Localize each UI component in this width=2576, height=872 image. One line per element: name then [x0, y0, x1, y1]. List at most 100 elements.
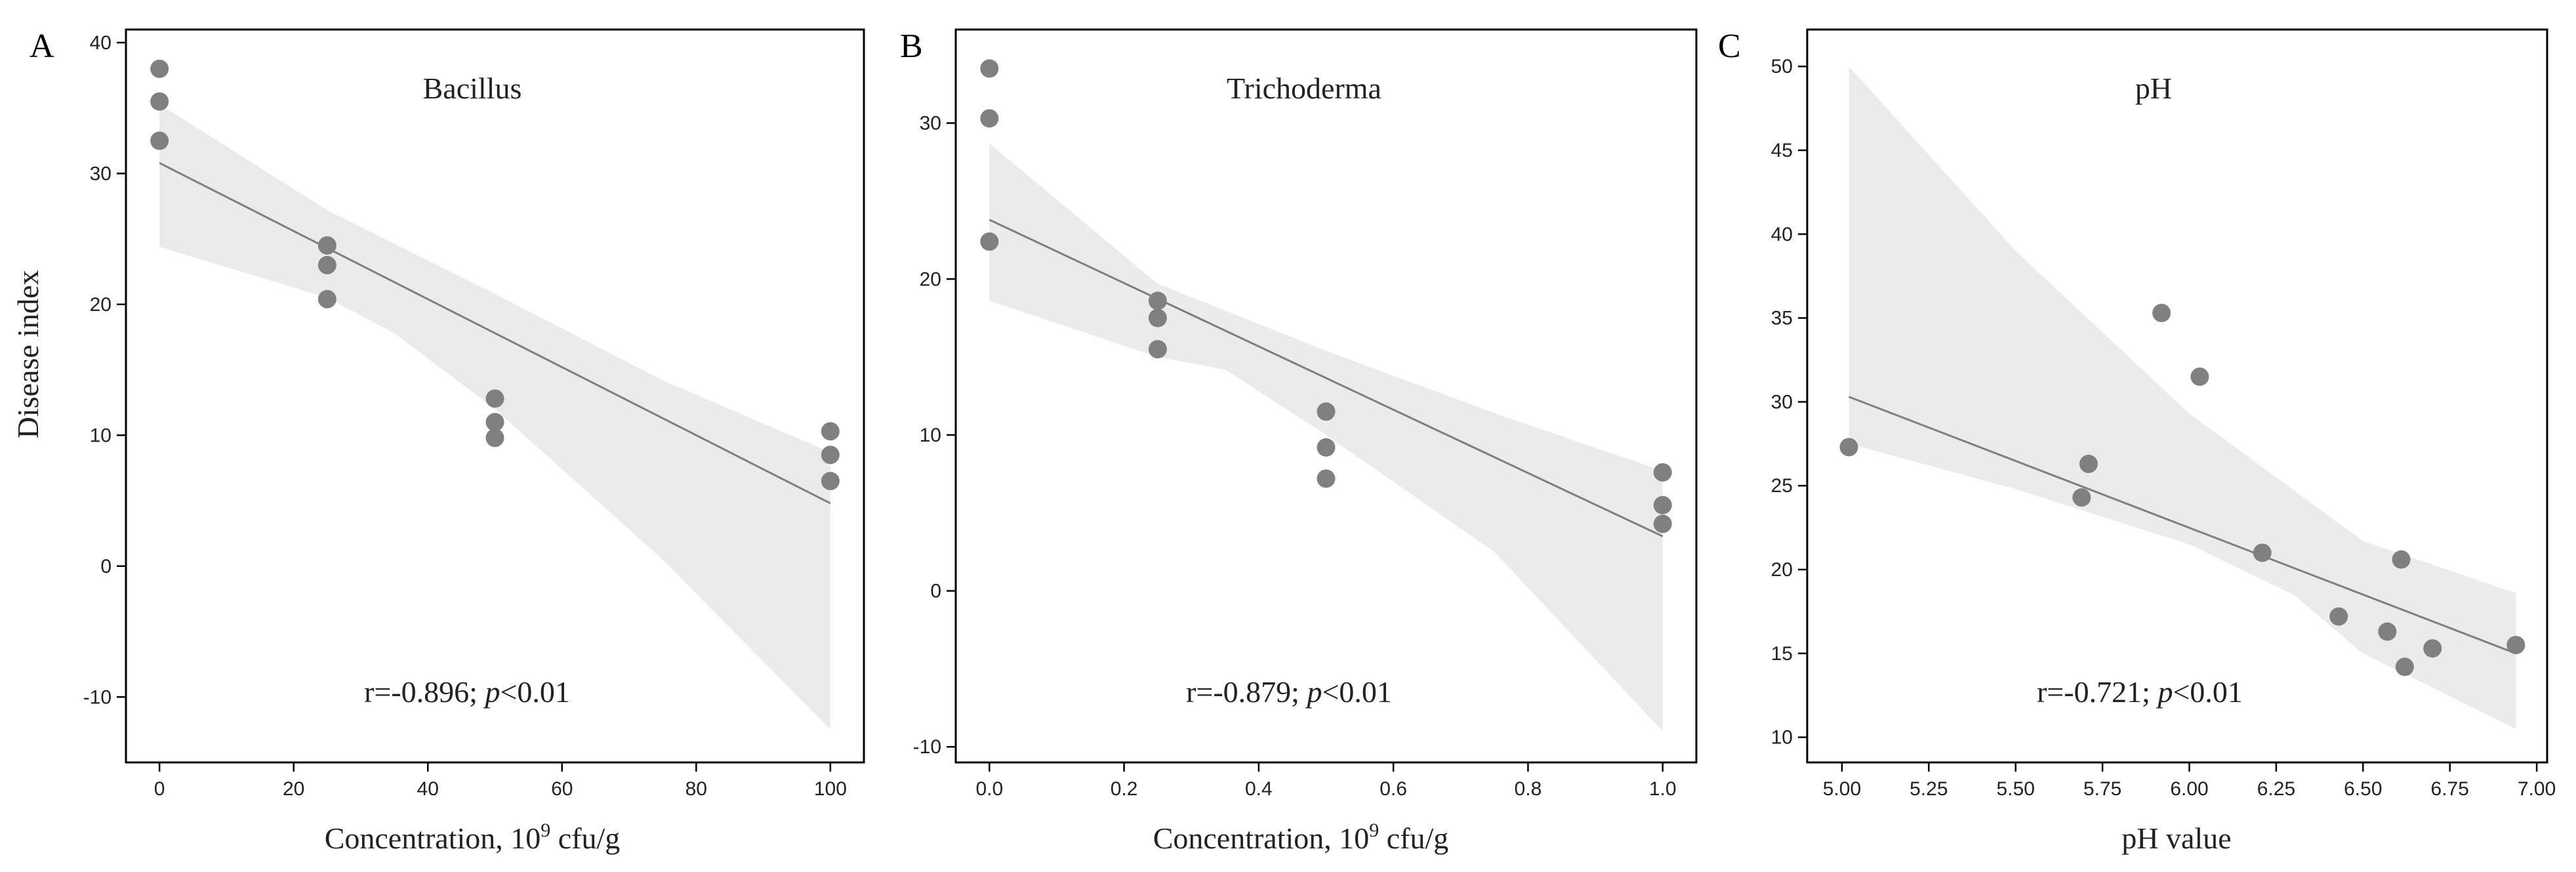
x-axis-label-b: Concentration, 109 cfu/g — [1153, 820, 1449, 855]
x-tick-label-a: 100 — [814, 778, 847, 800]
panel-letter-a: A — [30, 28, 54, 65]
data-point-a-7 — [485, 389, 504, 408]
data-point-a-9 — [485, 428, 504, 447]
x-tick-label-b: 0.6 — [1380, 778, 1407, 800]
y-tick-label-a: 0 — [100, 556, 112, 577]
y-tick-label-c: 50 — [1771, 56, 1793, 77]
panel-b: B Trichoderma r=-0.879; p<0.01 Concentra… — [900, 28, 1698, 855]
data-point-b-4 — [1148, 291, 1167, 310]
y-tick-label-c: 40 — [1771, 224, 1793, 245]
data-point-c-12 — [2506, 636, 2525, 655]
data-point-b-5 — [1148, 308, 1167, 327]
y-tick-label-b: 30 — [920, 113, 941, 135]
y-tick-label-a: 20 — [90, 294, 112, 316]
data-point-b-8 — [1317, 438, 1336, 457]
data-point-c-5 — [2190, 367, 2209, 386]
y-tick-label-a: 30 — [90, 163, 112, 184]
data-point-b-6 — [1148, 340, 1167, 359]
data-point-a-3 — [150, 131, 169, 150]
x-tick-label-c: 5.00 — [1823, 778, 1861, 800]
x-tick-label-b: 0.2 — [1111, 778, 1138, 800]
x-tick-label-a: 40 — [417, 778, 439, 800]
x-tick-label-c: 6.25 — [2257, 778, 2295, 800]
y-tick-label-b: 20 — [920, 268, 941, 290]
data-point-c-8 — [2378, 622, 2397, 641]
y-tick-label-a: 10 — [90, 425, 112, 446]
x-tick-label-b: 0.4 — [1245, 778, 1273, 800]
x-axis-label-c: pH value — [2121, 821, 2231, 855]
data-point-a-10 — [821, 422, 840, 441]
x-tick-label-b: 0.0 — [975, 778, 1003, 800]
data-point-b-11 — [1653, 495, 1672, 514]
y-tick-label-b: -10 — [913, 736, 941, 758]
x-tick-label-a: 60 — [551, 778, 573, 800]
data-point-b-1 — [980, 59, 999, 78]
data-point-b-9 — [1317, 469, 1336, 488]
data-point-a-6 — [317, 289, 337, 308]
plot-frame-a — [125, 28, 865, 764]
data-point-c-1 — [1839, 438, 1858, 457]
data-point-c-7 — [2329, 607, 2348, 626]
x-tick-label-a: 0 — [154, 778, 165, 800]
panel-letter-b: B — [900, 28, 923, 65]
data-point-c-4 — [2152, 303, 2171, 322]
x-tick-label-c: 6.75 — [2431, 778, 2469, 800]
data-point-a-8 — [485, 413, 504, 432]
panel-a: A Bacillus r=-0.896; p<0.01 Concentratio… — [11, 28, 865, 855]
data-point-c-6 — [2253, 543, 2272, 562]
y-tick-label-c: 30 — [1771, 391, 1793, 413]
data-point-b-12 — [1653, 514, 1672, 533]
data-point-a-1 — [150, 59, 169, 78]
data-point-b-10 — [1653, 463, 1672, 482]
y-tick-label-a: -10 — [83, 686, 112, 708]
y-axis-label: Disease index — [11, 270, 45, 439]
x-tick-label-c: 6.00 — [2170, 778, 2208, 800]
panel-title-ph: pH — [2135, 72, 2172, 105]
x-tick-label-c: 6.50 — [2344, 778, 2382, 800]
data-point-b-7 — [1317, 402, 1336, 421]
regression-line-c — [1849, 396, 2516, 655]
data-point-b-3 — [980, 232, 999, 251]
x-axis-label-a: Concentration, 109 cfu/g — [325, 820, 621, 855]
data-point-a-11 — [821, 446, 840, 465]
x-tick-label-a: 80 — [685, 778, 707, 800]
data-point-c-10 — [2395, 657, 2414, 676]
x-tick-label-b: 1.0 — [1649, 778, 1677, 800]
y-tick-label-c: 45 — [1771, 140, 1793, 161]
data-point-b-2 — [980, 109, 999, 128]
y-tick-label-b: 10 — [920, 425, 941, 446]
y-tick-label-c: 20 — [1771, 559, 1793, 581]
data-point-a-4 — [317, 236, 337, 255]
data-point-c-3 — [2079, 455, 2098, 474]
x-tick-label-b: 0.8 — [1515, 778, 1542, 800]
data-point-a-5 — [317, 256, 337, 275]
data-point-c-11 — [2423, 639, 2442, 658]
correlation-annotation-a: r=-0.896; p<0.01 — [364, 675, 570, 709]
x-tick-label-c: 5.50 — [1997, 778, 2035, 800]
y-tick-label-c: 10 — [1771, 727, 1793, 749]
y-tick-label-c: 15 — [1771, 643, 1793, 665]
confidence-band-b — [989, 143, 1663, 732]
regression-line-b — [989, 218, 1664, 537]
x-tick-label-a: 20 — [283, 778, 304, 800]
plot-frame-c — [1806, 28, 2548, 764]
data-point-c-2 — [2072, 488, 2091, 507]
panel-letter-c: C — [1718, 28, 1741, 65]
correlation-annotation-b: r=-0.879; p<0.01 — [1186, 675, 1392, 709]
data-point-c-9 — [2392, 550, 2411, 569]
y-tick-label-a: 40 — [90, 32, 112, 54]
panel-c: C pH r=-0.721; p<0.01 pH value 5.00 5.25 5… — [1718, 28, 2556, 855]
data-point-a-2 — [150, 92, 169, 111]
confidence-band-c — [1849, 66, 2516, 729]
regression-line-a — [159, 162, 831, 505]
y-tick-label-b: 0 — [930, 581, 941, 602]
x-tick-label-c: 7.00 — [2518, 778, 2556, 800]
x-tick-label-c: 5.75 — [2083, 778, 2121, 800]
panel-title-bacillus: Bacillus — [423, 72, 522, 105]
correlation-annotation-c: r=-0.721; p<0.01 — [2037, 675, 2243, 709]
y-tick-label-c: 25 — [1771, 475, 1793, 497]
y-tick-label-c: 35 — [1771, 308, 1793, 329]
panel-title-trichoderma: Trichoderma — [1227, 72, 1381, 105]
plot-frame-b — [954, 28, 1698, 764]
